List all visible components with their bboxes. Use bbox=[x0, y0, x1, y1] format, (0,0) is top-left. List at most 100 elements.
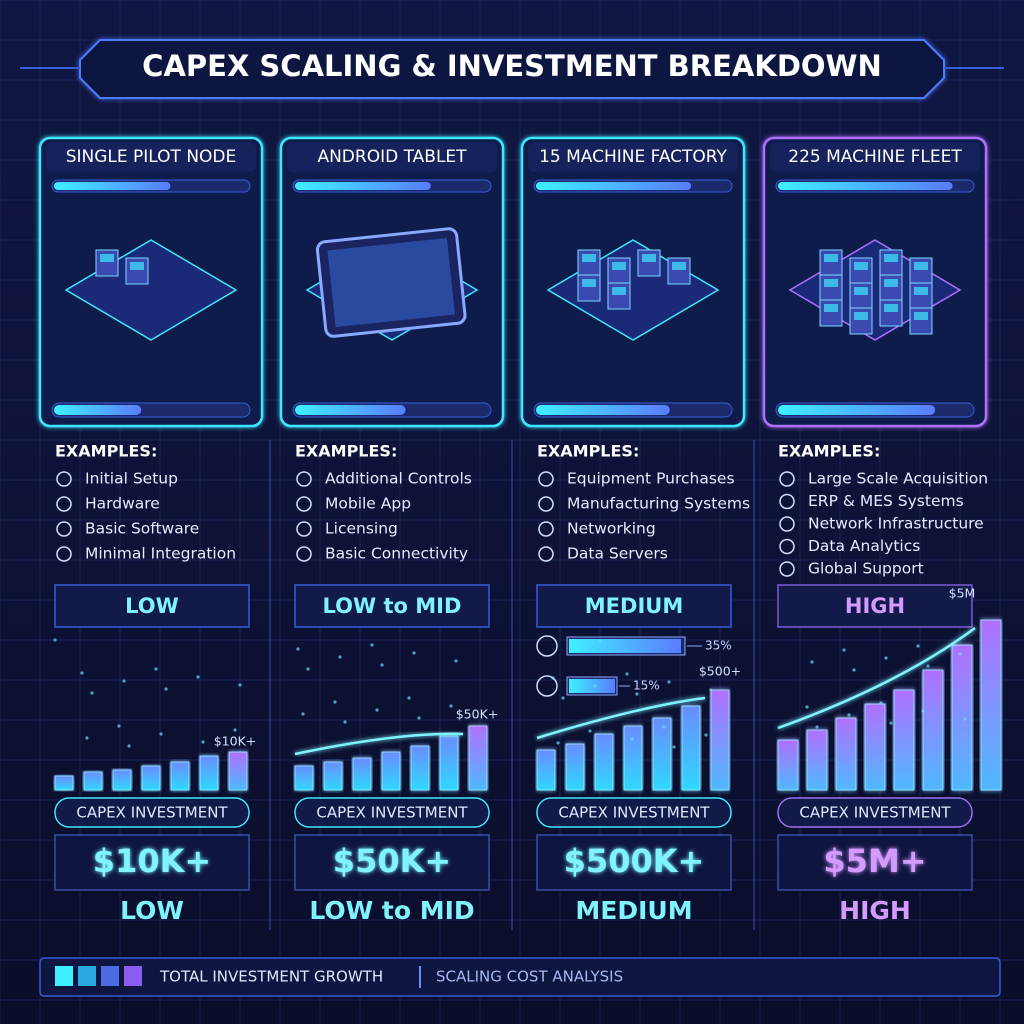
capex-label-box bbox=[536, 797, 732, 828]
level: MEDIUM bbox=[585, 594, 683, 618]
chart-bar bbox=[468, 725, 488, 791]
particle bbox=[338, 655, 342, 659]
illustration-machine bbox=[125, 257, 149, 285]
example-item: Network Infrastructure bbox=[808, 515, 984, 533]
example-item: Hardware bbox=[85, 495, 160, 513]
progress-fill bbox=[295, 182, 431, 190]
example-item: Additional Controls bbox=[325, 470, 472, 488]
particle bbox=[380, 663, 384, 667]
example-icon bbox=[779, 561, 795, 577]
particle bbox=[454, 659, 458, 663]
example-item: Large Scale Acquisition bbox=[808, 470, 988, 488]
particle bbox=[635, 692, 639, 696]
particle bbox=[625, 672, 629, 676]
stat-fill bbox=[569, 679, 615, 693]
chart-bar bbox=[681, 705, 701, 791]
level-box bbox=[54, 584, 250, 628]
amount-box bbox=[777, 834, 973, 891]
particle bbox=[958, 652, 962, 656]
progress-fill bbox=[295, 405, 406, 415]
chart-bar bbox=[141, 765, 161, 791]
title: CAPEX SCALING & INVESTMENT BREAKDOWN bbox=[142, 49, 882, 83]
illustration-screen bbox=[914, 262, 928, 270]
particle bbox=[810, 660, 814, 664]
particle bbox=[333, 700, 337, 704]
example-icon bbox=[56, 496, 72, 512]
capex-label: CAPEX INVESTMENT bbox=[76, 804, 228, 822]
card-title: 15 MACHINE FACTORY bbox=[539, 147, 727, 167]
illustration-screen bbox=[582, 279, 596, 287]
example-item: Licensing bbox=[325, 520, 398, 538]
example-item: Initial Setup bbox=[85, 470, 178, 488]
chart-bar bbox=[710, 689, 730, 791]
example-item: Basic Connectivity bbox=[325, 545, 468, 563]
illustration-screen bbox=[884, 279, 898, 287]
progress-fill bbox=[778, 182, 953, 190]
chart-bar bbox=[565, 743, 585, 791]
chart-bar bbox=[228, 751, 248, 791]
level: HIGH bbox=[845, 594, 905, 618]
chart-bar bbox=[652, 717, 672, 791]
chart-label: $5M bbox=[949, 586, 976, 601]
particle bbox=[122, 679, 126, 683]
footer-square bbox=[101, 966, 119, 986]
illustration-machine bbox=[607, 257, 631, 285]
chart-bar bbox=[439, 735, 459, 791]
illustration-screen bbox=[612, 287, 626, 295]
particle bbox=[127, 744, 131, 748]
example-icon bbox=[296, 521, 312, 537]
particle bbox=[704, 733, 708, 737]
stat-label: 35% bbox=[705, 639, 732, 653]
particle bbox=[449, 704, 453, 708]
progress-fill bbox=[54, 405, 142, 415]
examples-heading: EXAMPLES: bbox=[55, 442, 157, 461]
example-icon bbox=[296, 471, 312, 487]
particle bbox=[85, 736, 89, 740]
particle bbox=[154, 667, 158, 671]
stat-icon bbox=[536, 635, 558, 657]
capex-label: CAPEX INVESTMENT bbox=[558, 804, 710, 822]
trend-arrow bbox=[294, 732, 464, 756]
particle bbox=[852, 668, 856, 672]
particle bbox=[417, 716, 421, 720]
level: LOW to MID bbox=[323, 594, 462, 618]
illustration-machine bbox=[95, 249, 119, 277]
chart-bar bbox=[170, 761, 190, 791]
chart-bar bbox=[410, 745, 430, 791]
chart-label: $10K+ bbox=[214, 734, 257, 749]
chart-bar bbox=[864, 703, 886, 791]
chart-bar bbox=[536, 749, 556, 791]
particle bbox=[233, 728, 237, 732]
examples-heading: EXAMPLES: bbox=[295, 442, 397, 461]
example-icon bbox=[296, 546, 312, 562]
level-bottom: LOW to MID bbox=[309, 896, 474, 925]
illustration-screen bbox=[642, 254, 656, 262]
illustration-machine bbox=[819, 299, 843, 327]
illustration-screen bbox=[824, 254, 838, 262]
particle bbox=[80, 671, 84, 675]
examples-heading: EXAMPLES: bbox=[778, 442, 880, 461]
footer-square bbox=[78, 966, 96, 986]
illustration-machine bbox=[577, 249, 601, 277]
amount: $5M+ bbox=[823, 842, 926, 880]
stat-label: 15% bbox=[633, 679, 660, 693]
level-bottom: HIGH bbox=[839, 896, 911, 925]
level-box bbox=[777, 584, 973, 628]
chart-bar bbox=[980, 619, 1002, 791]
particle bbox=[556, 741, 560, 745]
particle bbox=[159, 732, 163, 736]
illustration-machine bbox=[667, 257, 691, 285]
progress-fill bbox=[54, 182, 171, 190]
level-box bbox=[536, 584, 732, 628]
chart-bar bbox=[777, 739, 799, 791]
amount-box bbox=[536, 834, 732, 891]
chart-label: $50K+ bbox=[456, 707, 499, 722]
illustration-machine bbox=[819, 274, 843, 302]
amount: $500K+ bbox=[564, 842, 705, 880]
example-icon bbox=[296, 496, 312, 512]
card-header bbox=[770, 142, 980, 172]
chart-bar bbox=[83, 771, 103, 791]
progress-fill bbox=[778, 405, 936, 415]
particle bbox=[296, 647, 300, 651]
illustration-screen bbox=[130, 262, 144, 270]
